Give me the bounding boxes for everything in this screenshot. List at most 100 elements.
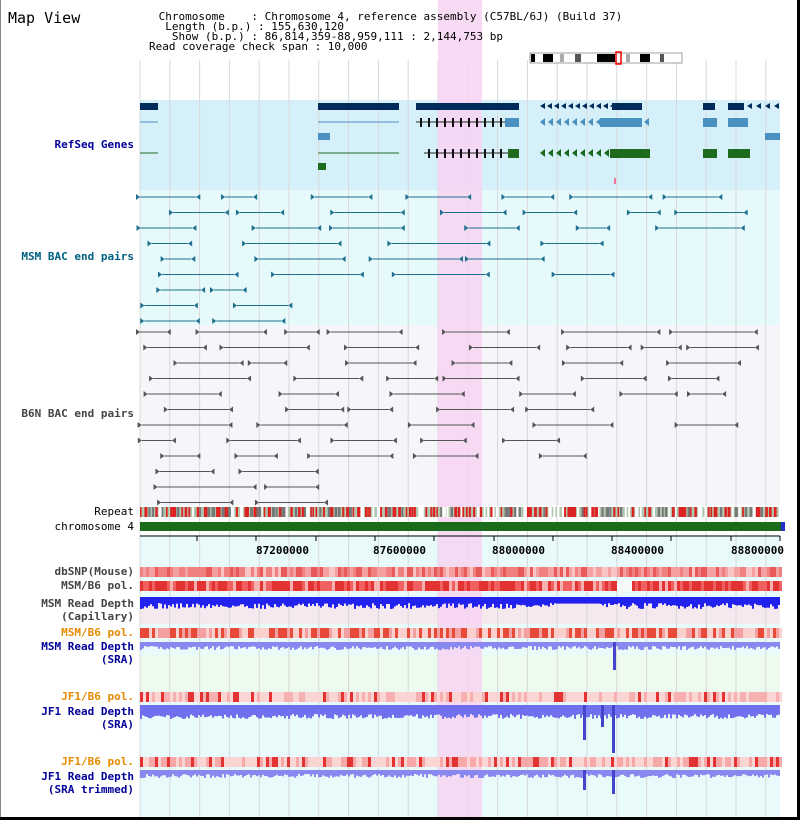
msm-b6-pol-strip xyxy=(611,581,614,591)
msm-b6-pol-2-strip xyxy=(665,628,668,638)
msm-b6-pol-2-strip xyxy=(620,628,623,638)
track-label-msm-b6-pol-1[interactable]: MSM/B6 pol. xyxy=(61,579,134,592)
msm-b6-pol-2-strip xyxy=(566,628,569,638)
msm-sra-depth-bar xyxy=(398,642,400,650)
jf1-trim-depth-bar xyxy=(696,770,698,775)
gene-arrow xyxy=(554,103,559,109)
track-label-jf1-depth-trim[interactable]: JF1 Read Depth xyxy=(41,770,134,783)
msm-b6-pol-2-strip xyxy=(533,628,536,638)
jf1-b6-pol-strip xyxy=(596,692,599,702)
jf1-b6-pol-2-strip xyxy=(281,757,284,767)
track-label-chromosome[interactable]: chromosome 4 xyxy=(54,520,134,533)
msm-b6-pol-2-strip xyxy=(386,628,389,638)
jf1-b6-pol-strip xyxy=(467,692,470,702)
jf1-sra-depth-bar xyxy=(302,705,304,718)
msm-cap-depth-bar xyxy=(396,597,398,606)
track-label-jf1-b6-pol-2[interactable]: JF1/B6 pol. xyxy=(61,755,134,768)
msm-cap-depth-bar xyxy=(180,597,182,604)
repeat-element xyxy=(588,507,592,517)
msm-sra-depth-bar xyxy=(224,642,226,648)
jf1-sra-depth-bar xyxy=(526,705,528,716)
gene-arrow xyxy=(610,103,615,109)
jf1-b6-pol-2-strip xyxy=(341,757,344,767)
msm-bac-pair-end xyxy=(485,271,490,278)
msm-cap-depth-bar xyxy=(562,597,564,604)
repeat-element xyxy=(357,507,361,517)
msm-cap-depth-bar xyxy=(696,597,698,609)
dbsnp-strip xyxy=(650,567,653,577)
jf1-b6-pol-2-strip xyxy=(263,757,266,767)
jf1-trim-depth-bar xyxy=(414,770,416,775)
jf1-trim-depth-bar xyxy=(548,770,550,775)
jf1-trim-depth-bar xyxy=(620,770,622,775)
repeat-element xyxy=(561,507,565,517)
jf1-trim-depth-bar xyxy=(322,770,324,776)
msm-b6-pol-2-strip xyxy=(428,628,431,638)
axis-tick-label: 88800000 xyxy=(731,544,784,557)
msm-bac-pair-end xyxy=(359,271,364,278)
track-label-repeat[interactable]: Repeat xyxy=(94,505,134,518)
jf1-trim-depth-bar xyxy=(320,770,322,778)
msm-b6-pol-2-strip xyxy=(572,628,575,638)
gene-arrow xyxy=(589,103,594,109)
repeat-element xyxy=(778,507,781,517)
msm-sra-depth-bar xyxy=(210,642,212,649)
track-label-jf1-b6-pol-1[interactable]: JF1/B6 pol. xyxy=(61,690,134,703)
dbsnp-strip xyxy=(203,567,206,577)
track-label-b6n-bac[interactable]: B6N BAC end pairs xyxy=(21,407,134,420)
jf1-b6-pol-strip xyxy=(443,692,446,702)
jf1-trim-depth-bar xyxy=(374,770,376,775)
repeat-element xyxy=(492,507,495,517)
jf1-sra-depth-bar xyxy=(518,705,520,715)
jf1-b6-pol-2-strip xyxy=(167,757,170,767)
jf1-b6-pol-2-strip xyxy=(398,757,401,767)
jf1-sra-depth-bar xyxy=(748,705,750,715)
jf1-trim-depth-bar xyxy=(330,770,332,776)
track-label-msm-depth-sra[interactable]: MSM Read Depth xyxy=(41,640,134,653)
msm-sra-depth-bar xyxy=(402,642,404,648)
repeat-element xyxy=(704,507,707,517)
jf1-b6-pol-2-strip xyxy=(485,757,488,767)
jf1-sra-depth-bar xyxy=(634,705,636,715)
msm-b6-pol-2-strip xyxy=(164,628,167,638)
b6n-bac-pair-end xyxy=(305,344,310,351)
jf1-trim-depth-bar xyxy=(488,770,490,777)
msm-bac-pair-end xyxy=(329,225,334,231)
msm-sra-depth-bar xyxy=(700,642,702,647)
gene-arrow xyxy=(774,103,779,109)
msm-sra-depth-bar xyxy=(172,642,174,648)
msm-cap-depth-bar xyxy=(224,597,226,607)
dbsnp-strip xyxy=(188,567,191,577)
jf1-sra-depth-bar xyxy=(760,705,762,715)
msm-sra-depth-bar xyxy=(564,642,566,650)
msm-cap-depth-bar xyxy=(686,597,688,607)
track-label-msm-b6-pol-2[interactable]: MSM/B6 pol. xyxy=(61,626,134,639)
msm-b6-pol-strip xyxy=(416,581,419,591)
b6n-bac-pair-end xyxy=(256,422,261,428)
jf1-trim-depth-bar xyxy=(364,770,366,775)
jf1-b6-pol-strip xyxy=(383,692,386,702)
track-label-msm-depth-cap[interactable]: MSM Read Depth xyxy=(41,597,134,610)
jf1-b6-pol-2-strip xyxy=(689,757,692,767)
track-label-dbsnp[interactable]: dbSNP(Mouse) xyxy=(54,565,134,578)
jf1-trim-depth-bar xyxy=(508,770,510,775)
jf1-trim-depth-bar xyxy=(324,770,326,777)
msm-sra-depth-bar xyxy=(692,642,694,647)
track-label-jf1-depth-sra[interactable]: JF1 Read Depth xyxy=(41,705,134,718)
msm-b6-pol-strip xyxy=(350,581,353,591)
repeat-element xyxy=(601,507,604,517)
dbsnp-strip xyxy=(587,567,590,577)
jf1-sra-depth-bar xyxy=(664,705,666,715)
msm-cap-depth-bar xyxy=(478,597,480,605)
jf1-sra-depth-bar xyxy=(166,705,168,716)
dbsnp-strip xyxy=(173,567,176,577)
track-label-refseq[interactable]: RefSeq Genes xyxy=(54,138,134,151)
msm-b6-pol-2-strip xyxy=(689,628,692,638)
dbsnp-strip xyxy=(359,567,362,577)
msm-sra-depth-bar xyxy=(140,642,142,650)
jf1-trim-depth-bar xyxy=(292,770,294,777)
msm-cap-depth-bar xyxy=(504,597,506,609)
track-label-msm-bac[interactable]: MSM BAC end pairs xyxy=(21,250,134,263)
jf1-b6-pol-2-strip xyxy=(512,757,515,767)
